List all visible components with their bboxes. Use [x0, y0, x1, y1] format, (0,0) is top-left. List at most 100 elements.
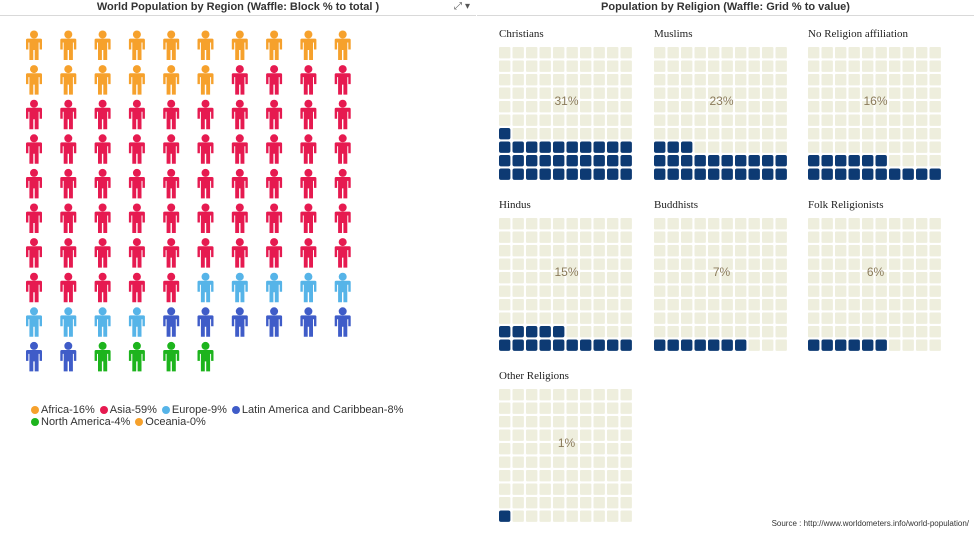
grid-cell-empty: [593, 389, 605, 401]
grid-cell-empty: [889, 47, 901, 59]
legend-item[interactable]: Asia-59%: [99, 404, 157, 416]
grid-cell-empty: [902, 231, 914, 243]
grid-title: Folk Religionists: [808, 199, 884, 211]
grid-cell-empty: [821, 218, 833, 230]
grid-cell-filled: [929, 168, 941, 180]
grid-cell-empty: [835, 299, 847, 311]
grid-cell-empty: [539, 74, 551, 86]
grid-cell-empty: [808, 128, 820, 140]
grid-cell-empty: [593, 272, 605, 284]
grid-cell-empty: [681, 312, 693, 324]
grid-cell-empty: [539, 402, 551, 414]
grid-cell-empty: [580, 74, 592, 86]
grid-cell-empty: [526, 416, 538, 428]
grid-cell-empty: [593, 456, 605, 468]
grid-cell-empty: [512, 87, 524, 99]
grid-cell-empty: [708, 218, 720, 230]
grid-cell-empty: [721, 272, 733, 284]
grid-cell-empty: [902, 272, 914, 284]
grid-cell-empty: [667, 60, 679, 72]
grid-cell-empty: [607, 114, 619, 126]
grid-cell-empty: [620, 510, 632, 522]
grid-cell-empty: [875, 326, 887, 338]
grid-cell-empty: [681, 114, 693, 126]
grid-cell-empty: [566, 245, 578, 257]
grid-cell-filled: [694, 168, 706, 180]
grid-cell-empty: [748, 258, 760, 270]
grid-cell-empty: [808, 312, 820, 324]
person-icon: [334, 307, 351, 337]
grid-cell-empty: [499, 101, 511, 113]
grid-cell-empty: [775, 218, 787, 230]
grid-cell-empty: [748, 101, 760, 113]
grid-cell-empty: [580, 47, 592, 59]
grid-cell-empty: [694, 272, 706, 284]
grid-cell-empty: [762, 299, 774, 311]
grid-cell-empty: [735, 231, 747, 243]
grid-cell-empty: [566, 483, 578, 495]
grid-cell-empty: [512, 312, 524, 324]
grid-cell-empty: [875, 141, 887, 153]
person-icon: [163, 272, 180, 303]
person-icon: [231, 99, 248, 130]
grid-cell-empty: [539, 272, 551, 284]
grid-cell-empty: [607, 272, 619, 284]
grid-cell-empty: [848, 141, 860, 153]
dropdown-icon[interactable]: ▾: [464, 1, 470, 12]
grid-cell-empty: [580, 510, 592, 522]
grid-cell-empty: [821, 128, 833, 140]
grid-cell-empty: [553, 510, 565, 522]
grid-cell-empty: [889, 272, 901, 284]
person-icon: [266, 168, 283, 199]
grid-cell-empty: [607, 326, 619, 338]
grid-cell-empty: [862, 312, 874, 324]
grid-percent-label: 6%: [867, 265, 885, 279]
grid-cell-empty: [808, 114, 820, 126]
grid-cell-empty: [681, 101, 693, 113]
grid-cell-empty: [889, 155, 901, 167]
grid-cell-empty: [889, 74, 901, 86]
grid-cell-empty: [916, 272, 928, 284]
legend-item[interactable]: Africa-16%: [31, 404, 95, 416]
grid-cell-empty: [862, 141, 874, 153]
grid-cell-empty: [580, 416, 592, 428]
grid-cell-empty: [762, 114, 774, 126]
grid-cell-empty: [512, 470, 524, 482]
legend-item[interactable]: Oceania-0%: [135, 416, 206, 428]
grid-cell-filled: [835, 155, 847, 167]
expand-icon[interactable]: ⤢: [453, 1, 462, 12]
grid-cell-empty: [835, 141, 847, 153]
grid-cell-empty: [808, 272, 820, 284]
grid-cell-empty: [889, 258, 901, 270]
grid-cell-empty: [929, 128, 941, 140]
grid-cell-empty: [694, 299, 706, 311]
legend-item[interactable]: Latin America and Caribbean-8%: [231, 404, 403, 416]
person-icon: [128, 168, 145, 199]
grid-cell-empty: [526, 429, 538, 441]
legend-swatch: [161, 406, 170, 414]
grid-cell-empty: [889, 101, 901, 113]
grid-cell-filled: [553, 339, 565, 351]
grid-cell-empty: [835, 128, 847, 140]
person-icon: [231, 30, 248, 60]
grid-cell-empty: [607, 258, 619, 270]
legend-item[interactable]: North America-4%: [31, 416, 130, 428]
person-icon: [300, 168, 317, 199]
legend-item[interactable]: Europe-9%: [161, 404, 227, 416]
grid-cell-empty: [553, 299, 565, 311]
grid-cell-filled: [593, 168, 605, 180]
grid-cell-filled: [526, 326, 538, 338]
person-icon: [60, 134, 77, 164]
religion-title-bar: Population by Religion (Waffle: Grid % t…: [477, 0, 974, 16]
grid-cell-empty: [929, 87, 941, 99]
grid-cell-filled: [721, 339, 733, 351]
grid-cell-empty: [916, 141, 928, 153]
grid-cell-empty: [526, 483, 538, 495]
grid-cell-empty: [929, 231, 941, 243]
grid-cell-empty: [566, 218, 578, 230]
grid-cell-empty: [499, 497, 511, 509]
grid-cell-empty: [553, 60, 565, 72]
grid-cell-empty: [835, 326, 847, 338]
grid-cell-empty: [593, 101, 605, 113]
grid-cell-filled: [835, 339, 847, 351]
